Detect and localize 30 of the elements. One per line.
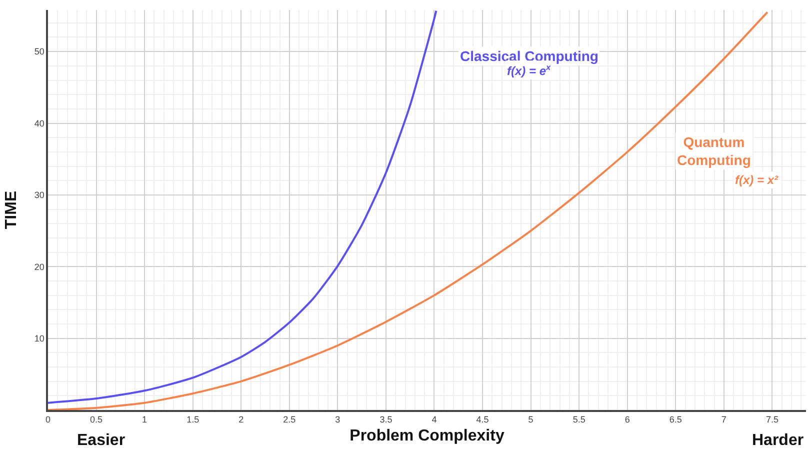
line-series	[48, 10, 438, 404]
x-tick-label: 1.5	[186, 414, 200, 425]
x-tick-label: 7	[721, 414, 726, 425]
x-tick-label: 2.5	[283, 414, 296, 425]
x-tick-label: 5	[528, 414, 534, 425]
x-tick-label: 7.5	[766, 414, 778, 425]
text: Harder	[752, 432, 804, 449]
series-label: Quantum Computing	[677, 134, 751, 168]
x-axis-title: Problem Complexity	[350, 428, 504, 445]
y-tick-label: 10	[34, 333, 44, 344]
x-tick-label: 6.5	[669, 414, 682, 425]
annotation: f(x) = x²	[735, 173, 780, 187]
text: Easier	[77, 432, 126, 449]
x-tick-label: 4.5	[476, 414, 489, 425]
x-tick-label: 3.5	[380, 414, 392, 425]
y-tick-label: 30	[34, 190, 44, 200]
y-tick-label: 40	[34, 118, 44, 128]
x-tick-label: 2	[238, 414, 244, 425]
y-tick-label: 50	[34, 46, 44, 57]
y-tick-label: 20	[34, 262, 44, 272]
text: Classical Computing	[460, 48, 598, 64]
x-tick-label: 5.5	[572, 414, 586, 425]
x-tick-label: 4	[432, 414, 437, 425]
annotation: f(x) = e$^{x}$	[507, 62, 552, 78]
y-axis-title: TIME	[2, 190, 20, 230]
x-tick-label: 0.5	[90, 414, 103, 425]
x-tick-label: 1	[142, 414, 148, 425]
x-tick-label: 6	[624, 414, 630, 425]
x-tick-label: 3	[335, 414, 340, 425]
x-tick-label: 0	[45, 414, 51, 425]
